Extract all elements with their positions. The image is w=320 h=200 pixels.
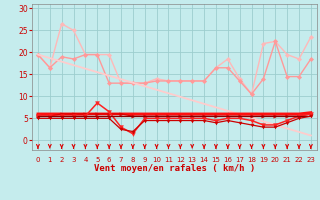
X-axis label: Vent moyen/en rafales ( km/h ): Vent moyen/en rafales ( km/h ) [94,164,255,173]
